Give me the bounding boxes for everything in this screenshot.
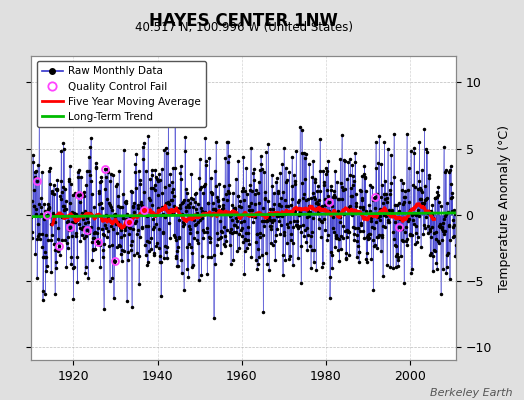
Legend: Raw Monthly Data, Quality Control Fail, Five Year Moving Average, Long-Term Tren: Raw Monthly Data, Quality Control Fail, … — [37, 61, 206, 127]
Title: 40.517 N, 100.996 W (United States): 40.517 N, 100.996 W (United States) — [135, 21, 353, 34]
Text: Berkeley Earth: Berkeley Earth — [430, 388, 512, 398]
Y-axis label: Temperature Anomaly (°C): Temperature Anomaly (°C) — [497, 124, 510, 292]
Text: HAYES CENTER 1NW: HAYES CENTER 1NW — [149, 12, 338, 30]
